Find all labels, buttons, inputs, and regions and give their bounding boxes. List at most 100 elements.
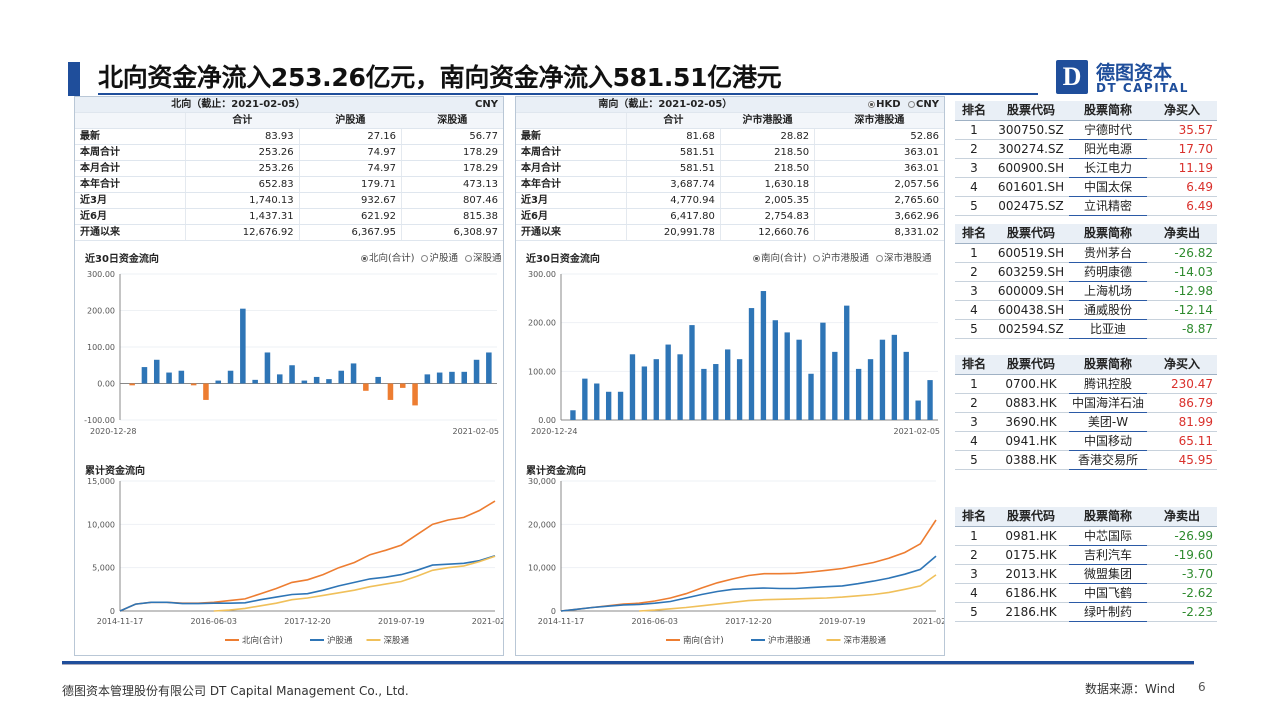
radio-icon[interactable]	[753, 255, 760, 262]
bar[interactable]	[594, 383, 600, 421]
bar[interactable]	[736, 359, 743, 420]
cell-name[interactable]: 上海机场	[1069, 281, 1147, 301]
bar[interactable]	[252, 379, 258, 384]
cell-name[interactable]: 中芯国际	[1069, 526, 1147, 546]
legend-option[interactable]: 沪市港股通	[821, 253, 869, 264]
bar[interactable]	[665, 344, 671, 420]
series-line[interactable]	[119, 500, 496, 612]
legend-label[interactable]: 北向(合计)	[242, 635, 283, 646]
legend-label[interactable]: 深市港股通	[844, 635, 887, 646]
cell-name[interactable]: 通威股份	[1069, 300, 1147, 320]
radio-icon[interactable]	[876, 255, 883, 262]
bar[interactable]	[689, 325, 695, 420]
bar[interactable]	[141, 367, 148, 384]
cell-name[interactable]: 阳光电源	[1069, 139, 1147, 159]
currency-option-cny[interactable]: CNY	[916, 99, 939, 110]
bar[interactable]	[820, 322, 826, 420]
legend-option[interactable]: 深股通	[473, 253, 502, 264]
bar[interactable]	[570, 410, 576, 420]
cell-name[interactable]: 腾讯控股	[1069, 374, 1147, 394]
cell-name[interactable]: 中国太保	[1069, 177, 1147, 197]
bar[interactable]	[276, 374, 283, 384]
bar[interactable]	[641, 366, 648, 420]
bar[interactable]	[166, 372, 172, 384]
bar[interactable]	[203, 383, 209, 400]
cell-name[interactable]: 药明康德	[1069, 262, 1147, 282]
bar[interactable]	[153, 359, 160, 384]
bar[interactable]	[701, 368, 707, 420]
bar[interactable]	[617, 391, 624, 420]
radio-icon[interactable]	[908, 101, 916, 108]
bar[interactable]	[844, 305, 850, 420]
series-line[interactable]	[639, 574, 937, 612]
bar[interactable]	[338, 370, 345, 384]
series-line[interactable]	[560, 519, 937, 612]
bar[interactable]	[832, 351, 838, 420]
legend-option[interactable]: 北向(合计)	[369, 253, 415, 264]
bar[interactable]	[436, 372, 443, 384]
bar[interactable]	[240, 308, 246, 384]
bar[interactable]	[449, 371, 455, 384]
bar[interactable]	[215, 380, 222, 384]
bar[interactable]	[190, 383, 197, 386]
radio-icon[interactable]	[361, 255, 368, 262]
cell-name[interactable]: 贵州茅台	[1069, 243, 1147, 263]
legend-option[interactable]: 沪股通	[429, 253, 458, 264]
bar[interactable]	[375, 376, 381, 384]
bar[interactable]	[855, 368, 862, 420]
bar[interactable]	[879, 339, 886, 420]
series-line[interactable]	[119, 555, 496, 612]
bar[interactable]	[653, 359, 659, 420]
cell-name[interactable]: 立讯精密	[1069, 196, 1147, 216]
radio-icon[interactable]	[465, 255, 472, 262]
radio-icon[interactable]	[868, 101, 876, 108]
legend-label[interactable]: 南向(合计)	[683, 635, 724, 646]
series-line[interactable]	[560, 555, 937, 612]
bar[interactable]	[713, 364, 719, 420]
bar[interactable]	[461, 371, 468, 384]
bar[interactable]	[927, 380, 933, 420]
cell-name[interactable]: 比亚迪	[1069, 319, 1147, 339]
bar[interactable]	[399, 383, 406, 388]
legend-label[interactable]: 沪股通	[327, 635, 353, 646]
currency-option-hkd[interactable]: HKD	[876, 99, 901, 110]
bar[interactable]	[363, 383, 369, 391]
bar[interactable]	[760, 291, 767, 420]
bar[interactable]	[796, 339, 802, 420]
bar[interactable]	[486, 352, 492, 384]
bar[interactable]	[915, 400, 921, 420]
bar[interactable]	[326, 379, 332, 384]
cell-name[interactable]: 长江电力	[1069, 158, 1147, 178]
legend-option[interactable]: 南向(合计)	[761, 253, 807, 264]
bar[interactable]	[313, 376, 320, 384]
cell-name[interactable]: 中国飞鹤	[1069, 583, 1147, 603]
radio-icon[interactable]	[813, 255, 821, 262]
series-line[interactable]	[213, 555, 496, 612]
bar[interactable]	[387, 383, 394, 400]
cell-name[interactable]: 中国移动	[1069, 431, 1147, 451]
cell-name[interactable]: 宁德时代	[1069, 120, 1147, 140]
bar[interactable]	[772, 320, 778, 420]
currency-toggle[interactable]: HKD CNY	[814, 97, 944, 113]
bar[interactable]	[129, 383, 135, 386]
bar[interactable]	[629, 354, 636, 420]
bar[interactable]	[605, 391, 612, 420]
cell-name[interactable]: 中国海洋石油	[1069, 393, 1147, 413]
bar[interactable]	[725, 349, 731, 420]
bar[interactable]	[412, 383, 418, 406]
bar[interactable]	[784, 332, 790, 420]
bar[interactable]	[301, 380, 308, 384]
radio-icon[interactable]	[421, 255, 429, 262]
bar[interactable]	[289, 365, 295, 384]
legend-label[interactable]: 沪市港股通	[768, 635, 811, 646]
bar[interactable]	[350, 363, 357, 384]
bar[interactable]	[677, 354, 683, 420]
bar[interactable]	[264, 352, 271, 384]
cell-name[interactable]: 吉利汽车	[1069, 545, 1147, 565]
bar[interactable]	[903, 351, 909, 420]
cell-name[interactable]: 微盟集团	[1069, 564, 1147, 584]
bar[interactable]	[867, 359, 874, 420]
cell-name[interactable]: 香港交易所	[1069, 450, 1147, 470]
legend-label[interactable]: 深股通	[384, 635, 410, 646]
bar[interactable]	[748, 308, 755, 420]
